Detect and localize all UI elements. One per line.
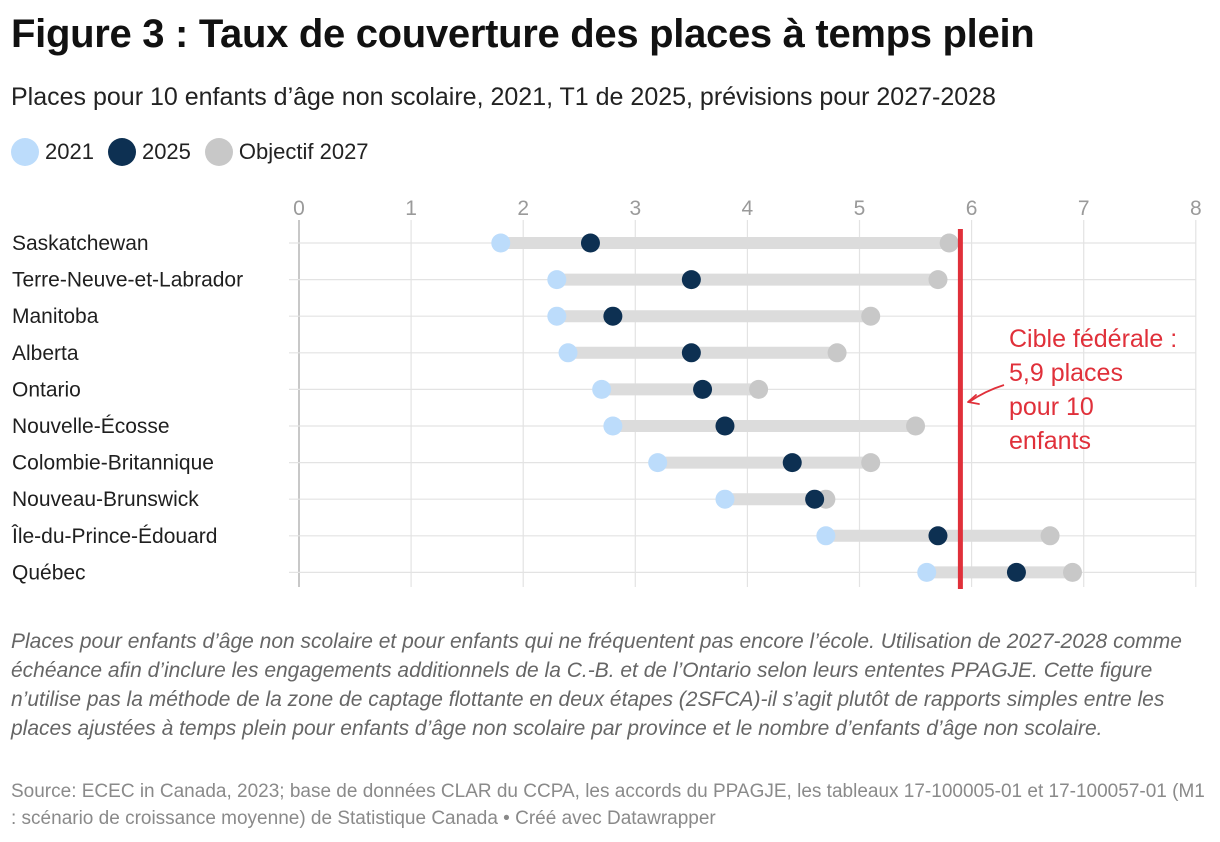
legend-label-2021: 2021 xyxy=(45,139,94,164)
dot-2021-nouvelle-ecosse xyxy=(603,416,623,436)
category-label-quebec: Québec xyxy=(12,561,86,584)
legend-swatch-2021 xyxy=(11,138,39,166)
category-label-nouveau-brunswick: Nouveau-Brunswick xyxy=(12,488,199,511)
dot-2021-saskatchewan xyxy=(491,233,511,253)
dot-2025-nouvelle-ecosse xyxy=(715,416,735,436)
dot-2025-manitoba xyxy=(603,306,623,326)
dot-objectif-2027-nouvelle-ecosse xyxy=(906,416,926,436)
dot-objectif-2027-terre-neuve-et-labrador xyxy=(928,270,948,290)
dot-2021-terre-neuve-et-labrador xyxy=(547,270,567,290)
category-label-alberta: Alberta xyxy=(12,342,79,365)
dot-2021-quebec xyxy=(917,562,937,582)
category-label-colombie-britannique: Colombie-Britannique xyxy=(12,452,214,475)
dot-objectif-2027-saskatchewan xyxy=(939,233,959,253)
x-tick-label-8: 8 xyxy=(1190,197,1202,220)
range-dot-chart: 0 1 2 3 4 5 6 7 8 Saskatchewan Terre-Neuve-et-Labr… xyxy=(11,197,1202,589)
dot-2025-nouveau-brunswick xyxy=(805,489,825,509)
dot-2025-colombie-britannique xyxy=(782,453,802,473)
dot-2025-quebec xyxy=(1006,562,1026,582)
legend-label-objectif-2027: Objectif 2027 xyxy=(238,139,369,164)
legend-swatch-2025 xyxy=(107,138,136,166)
dot-2021-alberta xyxy=(558,343,578,363)
dot-objectif-2027-colombie-britannique xyxy=(861,453,881,473)
x-tick-label-2: 2 xyxy=(517,197,529,220)
dot-objectif-2027-quebec xyxy=(1062,562,1082,582)
dot-objectif-2027-manitoba xyxy=(861,306,881,326)
category-label-manitoba: Manitoba xyxy=(12,305,99,328)
category-label-saskatchewan: Saskatchewan xyxy=(12,232,149,255)
dot-2021-nouveau-brunswick xyxy=(715,489,735,509)
dot-2021-colombie-britannique xyxy=(648,453,668,473)
annotation-text-line-3: pour 10 xyxy=(1009,393,1094,421)
x-tick-label-0: 0 xyxy=(293,197,305,220)
x-tick-label-5: 5 xyxy=(854,197,866,220)
dot-2021-ile-du-prince-edouard xyxy=(816,526,836,546)
annotation-text-line-1: Cible fédérale : xyxy=(1009,325,1177,353)
x-tick-label-3: 3 xyxy=(629,197,641,220)
chart-source: Source: ECEC in Canada, 2023; base de do… xyxy=(11,781,1205,829)
chart-subtitle: Places pour 10 enfants d’âge non scolair… xyxy=(11,83,996,111)
x-tick-label-6: 6 xyxy=(966,197,978,220)
x-tick-label-4: 4 xyxy=(742,197,754,220)
legend: 2021 2025 Objectif 2027 xyxy=(11,138,383,166)
dot-objectif-2027-alberta xyxy=(827,343,847,363)
category-label-terre-neuve-et-labrador: Terre-Neuve-et-Labrador xyxy=(12,269,243,292)
category-label-ontario: Ontario xyxy=(12,378,81,401)
annotation-text-line-2: 5,9 places xyxy=(1009,359,1123,387)
dot-objectif-2027-ile-du-prince-edouard xyxy=(1040,526,1060,546)
dot-2025-ile-du-prince-edouard xyxy=(928,526,948,546)
legend-swatch-objectif-2027 xyxy=(204,138,233,166)
dot-2025-alberta xyxy=(681,343,701,363)
category-label-nouvelle-ecosse: Nouvelle-Écosse xyxy=(12,415,170,438)
dot-2021-ontario xyxy=(592,379,612,399)
legend-item-2021: 2021 xyxy=(11,138,94,166)
legend-item-objectif-2027: Objectif 2027 xyxy=(204,138,369,166)
dot-objectif-2027-ontario xyxy=(749,379,769,399)
chart-notes: Places pour enfants d’âge non scolaire e… xyxy=(11,630,1182,740)
dot-2025-saskatchewan xyxy=(580,233,600,253)
chart-title: Figure 3 : Taux de couverture des places… xyxy=(11,12,1035,56)
x-tick-label-1: 1 xyxy=(405,197,417,220)
dot-2021-manitoba xyxy=(547,306,567,326)
annotation-arrow-shaft xyxy=(968,384,1005,403)
dot-2025-ontario xyxy=(693,379,713,399)
legend-label-2025: 2025 xyxy=(141,139,191,164)
dot-2025-terre-neuve-et-labrador xyxy=(681,270,701,290)
x-tick-label-7: 7 xyxy=(1078,197,1090,220)
annotation-text-line-4: enfants xyxy=(1009,427,1091,455)
annotation-arrow-head xyxy=(967,394,980,405)
legend-item-2025: 2025 xyxy=(107,138,191,166)
category-label-ile-du-prince-edouard: Île-du-Prince-Édouard xyxy=(11,525,217,548)
